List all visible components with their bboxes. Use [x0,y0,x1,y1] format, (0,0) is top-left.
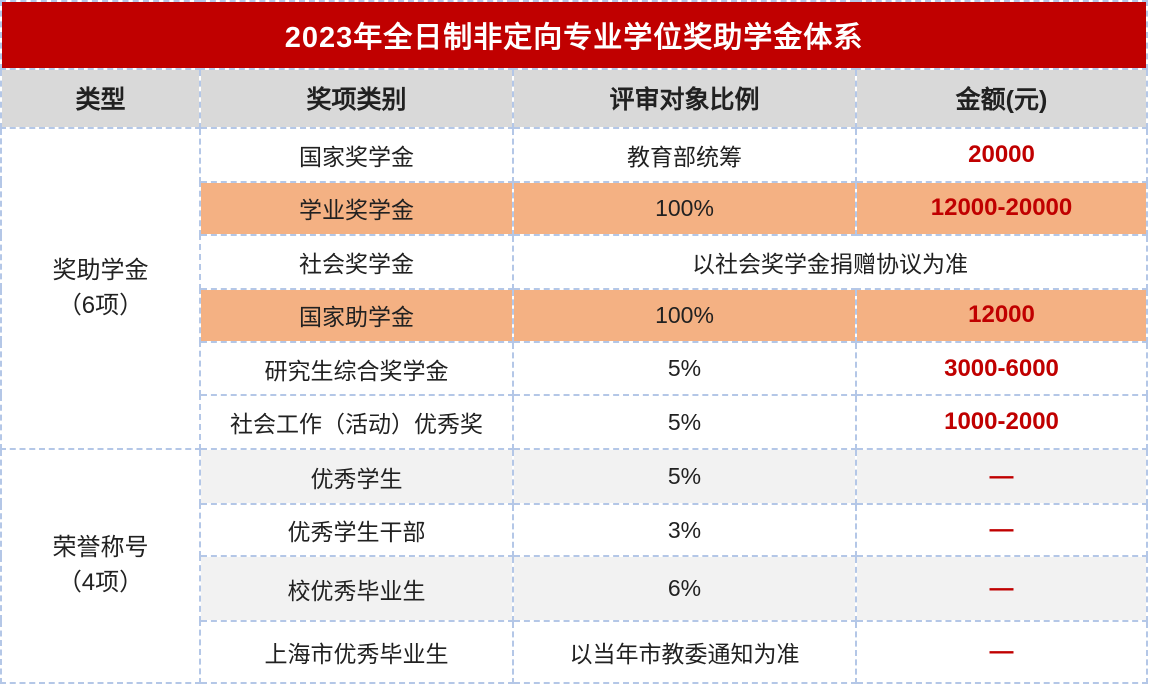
amount-cell: — [854,554,1149,623]
category-cell: 社会工作（活动）优秀奖 [199,394,514,450]
amount-cell: 3000-6000 [854,340,1149,397]
ratio-cell: 教育部统筹 [512,127,857,183]
category-cell: 研究生综合奖学金 [199,340,514,397]
group-count: （4项） [57,568,144,596]
ratio-cell: 100% [512,287,857,343]
ratio-cell: 3% [512,503,857,557]
category-cell: 社会奖学金 [199,234,514,290]
amount-cell: 1000-2000 [854,394,1149,450]
table-title: 2023年全日制非定向专业学位奖助学金体系 [0,0,1149,70]
category-cell: 校优秀毕业生 [199,554,514,623]
category-cell: 学业奖学金 [199,180,514,237]
col-header-ratio: 评审对象比例 [512,67,857,130]
amount-cell: — [854,620,1149,684]
amount-cell: 12000 [854,287,1149,343]
ratio-cell: 100% [512,180,857,237]
category-cell: 优秀学生 [199,447,514,506]
amount-cell: — [854,503,1149,557]
col-header-category: 奖项类别 [199,67,514,130]
category-cell: 上海市优秀毕业生 [199,620,514,684]
category-cell: 国家助学金 [199,287,514,343]
group-name: 荣誉称号 [52,534,149,562]
group-name: 奖助学金 [52,256,149,284]
col-header-type: 类型 [0,67,201,130]
col-header-amount: 金额(元) [854,67,1149,130]
amount-cell: 12000-20000 [854,180,1149,237]
category-cell: 国家奖学金 [199,127,514,183]
ratio-cell: 6% [512,554,857,623]
ratio-cell: 5% [512,340,857,397]
amount-cell: — [854,447,1149,506]
ratio-cell: 以当年市教委通知为准 [512,620,857,684]
amount-cell: 20000 [854,127,1149,183]
group-cell-honors: 荣誉称号 （4项） [0,447,201,685]
merged-note-cell: 以社会奖学金捐赠协议为准 [511,234,1149,290]
group-count: （6项） [57,291,144,319]
group-cell-scholarships: 奖助学金 （6项） [0,127,201,450]
ratio-cell: 5% [512,394,857,450]
ratio-cell: 5% [512,447,857,506]
category-cell: 优秀学生干部 [199,503,514,557]
